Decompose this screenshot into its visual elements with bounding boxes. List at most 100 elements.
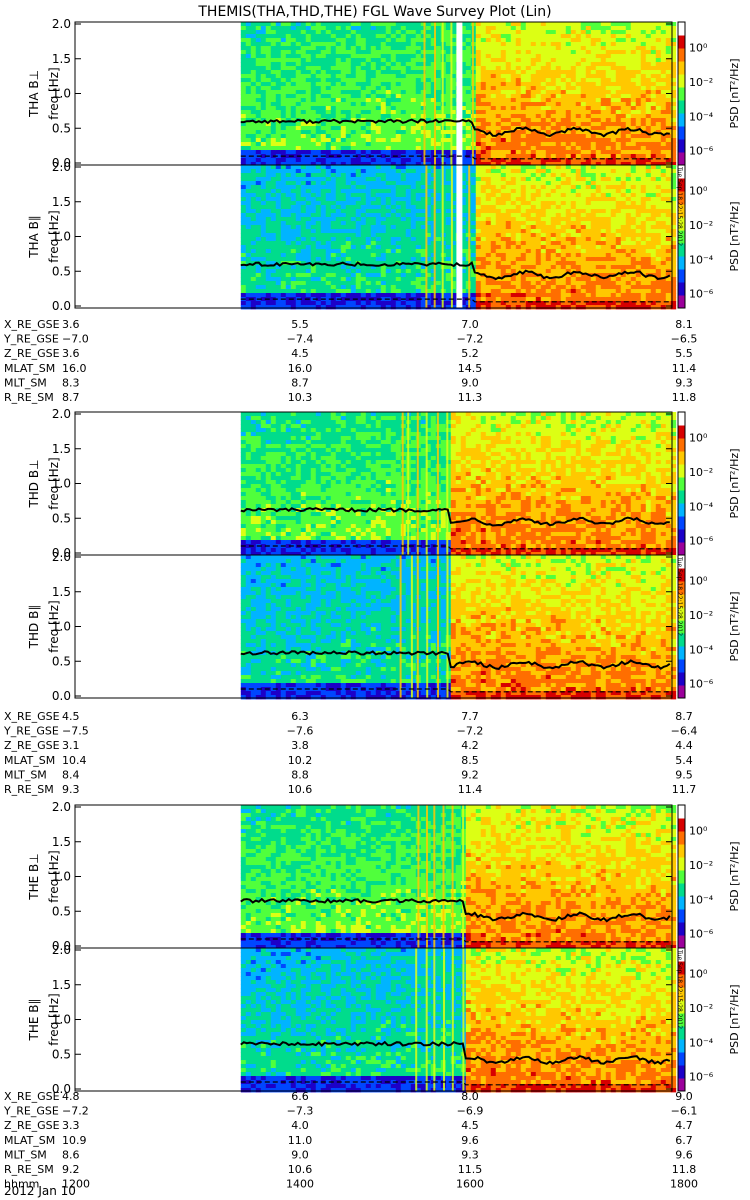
characteristic-frequency-line: [240, 897, 671, 923]
colorbar-segment: [678, 1065, 685, 1079]
colorbar-segment: [678, 659, 685, 673]
y-tick-label: 2.0: [52, 550, 71, 564]
colorbar-segment: [678, 529, 685, 543]
data-gap: [456, 22, 463, 165]
ephemeris-value: −7.0: [62, 333, 89, 346]
colorbar-segment: [678, 870, 685, 884]
colorbar-segment: [678, 464, 685, 478]
ephemeris-value: 5.2: [461, 347, 479, 360]
ephemeris-value: 3.3: [62, 1119, 80, 1132]
colorbar-tick-label: 10⁻⁶: [689, 145, 714, 158]
colorbar-tick-label: 10⁻⁶: [689, 678, 714, 691]
colorbar-segment: [678, 909, 685, 923]
freq-axis-label: freq [Hz]: [47, 993, 61, 1045]
ephemeris-table: X_RE_GSE 4.8 6.6 8.0 9.0 Y_RE_GSE −7.2 −7.3 −6.9…: [3, 1090, 698, 1191]
panel-label: THA B⊥: [27, 70, 41, 118]
ephemeris-value: 9.3: [675, 376, 693, 389]
ephemeris-value: −6.5: [671, 333, 698, 346]
y-tick-label: 0.0: [52, 299, 71, 313]
ephemeris-value: 4.7: [675, 1119, 693, 1132]
colorbar-tick-label: 10⁻²: [689, 859, 713, 872]
colorbar-segment: [678, 412, 685, 426]
y-tick-label: 1.0: [52, 477, 71, 491]
colorbar-tick-label: 10⁻⁶: [689, 1071, 714, 1084]
ephemeris-label: MLT_SM: [4, 1148, 47, 1161]
colorbar-segment: [678, 269, 685, 283]
ephemeris-value: 11.7: [672, 783, 697, 796]
y-tick-label: 1.5: [52, 978, 71, 992]
freq-axis-label: freq [Hz]: [47, 67, 61, 119]
wave-burst-stripe: [417, 805, 420, 948]
colorbar-tick-label: 10⁰: [689, 968, 708, 981]
colorbar-title: PSD [nT²/Hz]: [728, 448, 741, 518]
colorbar: 10⁰ 10⁻² 10⁻⁴ 10⁻⁶ PSD [nT²/Hz]: [677, 804, 741, 949]
y-tick-label: 2.0: [52, 943, 71, 957]
spectrogram-panel: 0.0 0.5 1.0 1.5 2.0 THD B⊥ freq [Hz] 10⁰ 10⁻² 10⁻…: [27, 407, 741, 560]
colorbar-segment: [678, 451, 685, 465]
ephemeris-value: −7.4: [287, 333, 314, 346]
wave-burst-stripe: [410, 555, 413, 698]
ephemeris-value: 3.8: [291, 739, 309, 752]
ephemeris-value: 4.4: [675, 739, 693, 752]
freq-axis-label: freq [Hz]: [47, 457, 61, 509]
colorbar-segment: [678, 87, 685, 101]
spectrogram-image: [240, 948, 677, 1093]
colorbar-tick-label: 10⁻²: [689, 1002, 713, 1015]
ephemeris-value: 5.5: [291, 318, 309, 331]
ephemeris-value: 1200: [62, 1178, 90, 1191]
wave-burst-stripe: [399, 555, 402, 698]
ephemeris-value: 9.3: [62, 783, 80, 796]
panel-label: THA B∥: [27, 215, 41, 259]
colorbar-title: PSD [nT²/Hz]: [728, 201, 741, 271]
colorbar-segment: [678, 1039, 685, 1053]
ephemeris-value: 4.5: [291, 347, 309, 360]
wave-burst-stripe: [401, 412, 404, 555]
spectrogram-panel: 0.0 0.5 1.0 1.5 2.0 THA B∥ freq [Hz] 10⁰ 10⁻² 10⁻…: [27, 160, 741, 313]
wave-burst-stripe: [407, 412, 410, 555]
ephemeris-value: 4.2: [461, 739, 479, 752]
colorbar-segment: [678, 685, 685, 699]
spectrogram-image: [240, 22, 677, 167]
timestamp-label: Tue Sep 18 22:15:28 2012: [676, 556, 683, 636]
wave-burst-stripe: [425, 165, 428, 308]
ephemeris-value: 8.7: [291, 376, 309, 389]
colorbar-segment: [678, 805, 685, 819]
wave-burst-stripe: [451, 805, 454, 948]
ephemeris-label: X_RE_GSE: [4, 318, 60, 331]
wave-burst-stripe: [426, 805, 428, 948]
timestamp-label: Tue Sep 18 22:15:28 2012: [676, 949, 683, 1029]
ephemeris-value: 6.3: [291, 710, 309, 723]
ephemeris-value: 4.5: [461, 1119, 479, 1132]
wave-burst-stripe: [423, 22, 426, 165]
wave-burst-stripe: [468, 165, 471, 308]
y-tick-label: 1.0: [52, 230, 71, 244]
colorbar-tick-label: 10⁰: [689, 42, 708, 55]
colorbar-segment: [678, 204, 685, 218]
colorbar-tick-label: 10⁻²: [689, 609, 713, 622]
colorbar-segment: [678, 646, 685, 660]
colorbar-segment: [678, 113, 685, 127]
ephemeris-value: 16.0: [288, 362, 313, 375]
colorbar-segment: [678, 256, 685, 270]
ephemeris-value: 8.4: [62, 768, 80, 781]
wave-burst-stripe: [441, 165, 444, 308]
colorbar-segment: [678, 126, 685, 140]
ephemeris-value: 3.1: [62, 739, 80, 752]
wave-burst-stripe: [450, 22, 453, 165]
colorbar-segment: [678, 100, 685, 114]
colorbar-segment: [678, 165, 685, 179]
ephemeris-value: −6.4: [671, 725, 698, 738]
colorbar-tick-label: 10⁻⁴: [689, 643, 714, 656]
ephemeris-value: −7.2: [62, 1105, 89, 1118]
y-tick-label: 0.0: [52, 156, 71, 170]
wave-burst-stripe: [415, 948, 418, 1091]
colorbar-segment: [678, 844, 685, 858]
y-tick-label: 0.0: [52, 546, 71, 560]
freq-axis-label: freq [Hz]: [47, 850, 61, 902]
ephemeris-table: X_RE_GSE 3.6 5.5 7.0 8.1Y_RE_GSE −7.0 −7.4 −7.2…: [3, 318, 697, 404]
colorbar-segment: [678, 22, 685, 36]
colorbar-segment: [678, 818, 685, 832]
wave-burst-stripe: [416, 555, 419, 698]
colorbar: 10⁰ 10⁻² 10⁻⁴ 10⁻⁶ PSD [nT²/Hz]: [677, 411, 741, 556]
y-tick-label: 0.0: [52, 1082, 71, 1096]
